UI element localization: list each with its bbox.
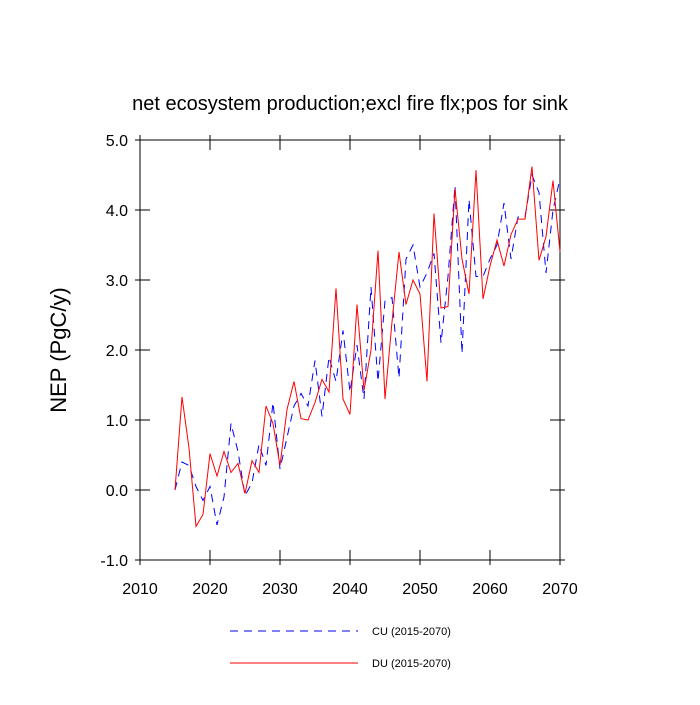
x-tick-label: 2060 xyxy=(472,581,508,598)
legend-label: DU (2015-2070) xyxy=(372,658,451,670)
y-axis-label: NEP (PgC/y) xyxy=(46,287,71,413)
y-tick-label: 2.0 xyxy=(106,343,128,360)
x-tick-label: 2020 xyxy=(192,581,228,598)
x-tick-label: 2010 xyxy=(122,581,158,598)
data-line xyxy=(174,166,561,528)
x-tick-label: 2040 xyxy=(332,581,368,598)
legend-label: CU (2015-2070) xyxy=(372,626,451,638)
y-tick-label: 4.0 xyxy=(106,203,128,220)
y-tick-label: 1.0 xyxy=(106,413,128,430)
plot-frame xyxy=(139,139,561,561)
y-tick-label: -1.0 xyxy=(100,553,128,570)
x-tick-label: 2070 xyxy=(542,581,578,598)
x-tick-label: 2050 xyxy=(402,581,438,598)
y-tick-label: 5.0 xyxy=(106,133,128,150)
chart-title: net ecosystem production;excl fire flx;p… xyxy=(132,93,569,115)
data-line xyxy=(174,173,561,526)
y-tick-label: 0.0 xyxy=(106,483,128,500)
x-tick-label: 2030 xyxy=(262,581,298,598)
y-tick-label: 3.0 xyxy=(106,273,128,290)
